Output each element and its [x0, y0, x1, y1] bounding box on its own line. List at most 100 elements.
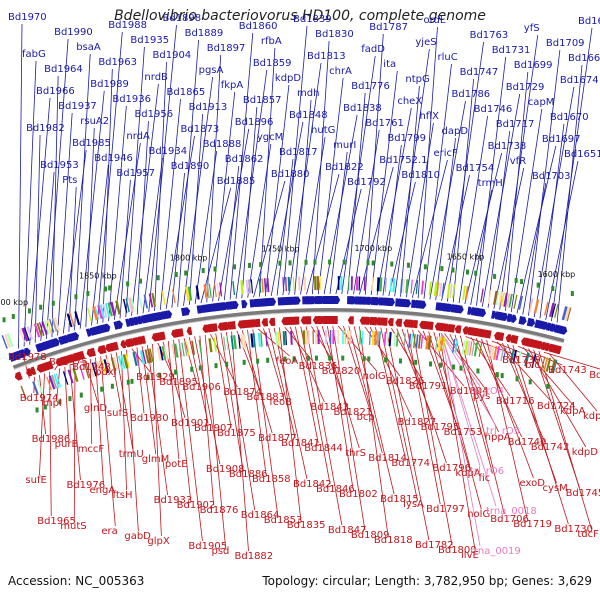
reverse-gene-arrow — [332, 316, 338, 325]
forward-gene-arrow — [454, 304, 464, 314]
gene-label: Bd1830 — [315, 29, 354, 40]
cog-band-inner — [349, 330, 352, 345]
cog-band-outer — [245, 279, 249, 294]
cog-band-inner — [376, 331, 380, 346]
gc-marker — [213, 266, 217, 272]
label-connector — [40, 171, 55, 341]
gene-label: Bd1896 — [235, 117, 274, 128]
rna-connector — [440, 332, 497, 507]
cog-band-inner — [62, 371, 69, 385]
label-connector — [452, 78, 475, 303]
gene-label: kdpD — [275, 73, 301, 84]
cog-band-inner — [53, 374, 60, 388]
label-connector — [142, 157, 163, 314]
gene-label: blc — [525, 360, 540, 371]
gene-label: Bd1936 — [112, 94, 151, 105]
label-connector — [215, 333, 232, 429]
cog-band-inner — [186, 341, 190, 356]
reverse-gene-arrow — [253, 318, 261, 328]
gene-label: pys — [473, 391, 490, 402]
gene-label: Bd1988 — [108, 20, 147, 31]
cog-band-outer — [376, 277, 380, 292]
gene-label: Bd1743 — [548, 365, 587, 376]
label-connector — [454, 334, 493, 474]
gene-label: Bd1657 — [578, 16, 600, 27]
gene-label: fabG — [22, 49, 46, 60]
reverse-gene-arrow — [305, 316, 312, 325]
gc-marker — [247, 262, 251, 268]
forward-gene-arrow — [50, 337, 60, 348]
gene-label: nrdA — [126, 131, 150, 142]
cog-band-inner — [275, 331, 279, 346]
cog-band-inner — [208, 338, 213, 353]
cog-band-inner — [113, 356, 119, 371]
cog-band-outer — [415, 280, 419, 295]
cog-band-outer — [384, 277, 387, 292]
label-connector — [459, 335, 505, 515]
cog-band-inner — [159, 346, 164, 361]
reverse-gene-arrow — [371, 317, 378, 326]
gene-label: Bd1948 — [72, 362, 111, 373]
cog-band-outer — [33, 323, 41, 338]
gene-label: Bd1934 — [148, 146, 187, 157]
gene-label: Bd1752.1 — [379, 155, 427, 166]
reverse-gene-arrow — [112, 341, 119, 351]
label-connector — [332, 325, 366, 531]
gene-label: Bd1929 — [136, 372, 175, 383]
label-connector — [512, 344, 569, 525]
gc-marker — [520, 279, 524, 285]
cog-band-outer — [92, 306, 99, 321]
cog-band-outer — [554, 304, 559, 318]
gene-label: hutG — [311, 125, 335, 136]
cog-band-inner — [55, 373, 62, 388]
label-connector — [548, 353, 598, 412]
reverse-strand-labels: Bd1978 Bd1974 Bd1986 sufE Bd1965 Bd1975 mpl pur… — [8, 352, 600, 562]
reverse-gene-arrow — [509, 334, 519, 344]
cog-band-inner — [471, 341, 475, 356]
cog-band-inner — [344, 330, 347, 345]
label-connector — [522, 182, 547, 315]
cog-band-inner — [265, 332, 268, 347]
reverse-gene-arrow — [78, 350, 86, 360]
cog-band-inner — [46, 376, 52, 391]
gene-label: Bd1862 — [225, 154, 264, 165]
gene-label: Bd1724 — [537, 401, 576, 412]
reverse-gene-arrow — [486, 330, 492, 339]
gene-label: mpl — [43, 398, 62, 409]
cog-band-inner — [543, 357, 549, 372]
gc-marker — [39, 304, 43, 310]
cog-band-inner — [342, 330, 344, 345]
gene-label: Bd1933 — [154, 495, 193, 506]
gene-label: Bd1651 — [564, 149, 600, 160]
label-connector — [62, 149, 87, 334]
label-connector — [247, 329, 267, 475]
accession-label: Accession: NC_005363 — [8, 574, 145, 588]
forward-gene-arrow — [294, 296, 301, 305]
gene-label: rfbA — [261, 36, 282, 47]
gene-label: Bd1729 — [506, 82, 545, 93]
gene-label: Bd1843 — [310, 402, 349, 413]
reverse-gene-arrow — [249, 319, 256, 328]
cog-band-inner — [502, 347, 507, 362]
label-connector — [206, 54, 222, 303]
label-connector — [400, 85, 420, 297]
cog-band-inner — [550, 358, 557, 374]
gene-label: Bd1835 — [287, 520, 326, 531]
cog-band-outer — [208, 283, 212, 298]
gc-marker — [43, 404, 47, 410]
label-connector — [136, 347, 145, 414]
cog-band-outer — [107, 302, 113, 317]
gene-label: fadD — [361, 44, 385, 55]
gene-label: Bd1754 — [456, 163, 495, 174]
cog-band-inner — [307, 330, 310, 345]
gene-label: Bd1964 — [44, 64, 83, 75]
label-connector — [79, 90, 105, 329]
label-connector — [225, 332, 256, 511]
cog-band-inner — [369, 330, 371, 345]
label-connector — [173, 339, 192, 501]
gene-label: bsaA — [76, 42, 101, 53]
gene-label: Bd1860 — [239, 21, 278, 32]
gene-label: Bd1746 — [474, 104, 513, 115]
cog-band-outer — [1, 335, 8, 349]
gc-marker — [242, 359, 246, 365]
